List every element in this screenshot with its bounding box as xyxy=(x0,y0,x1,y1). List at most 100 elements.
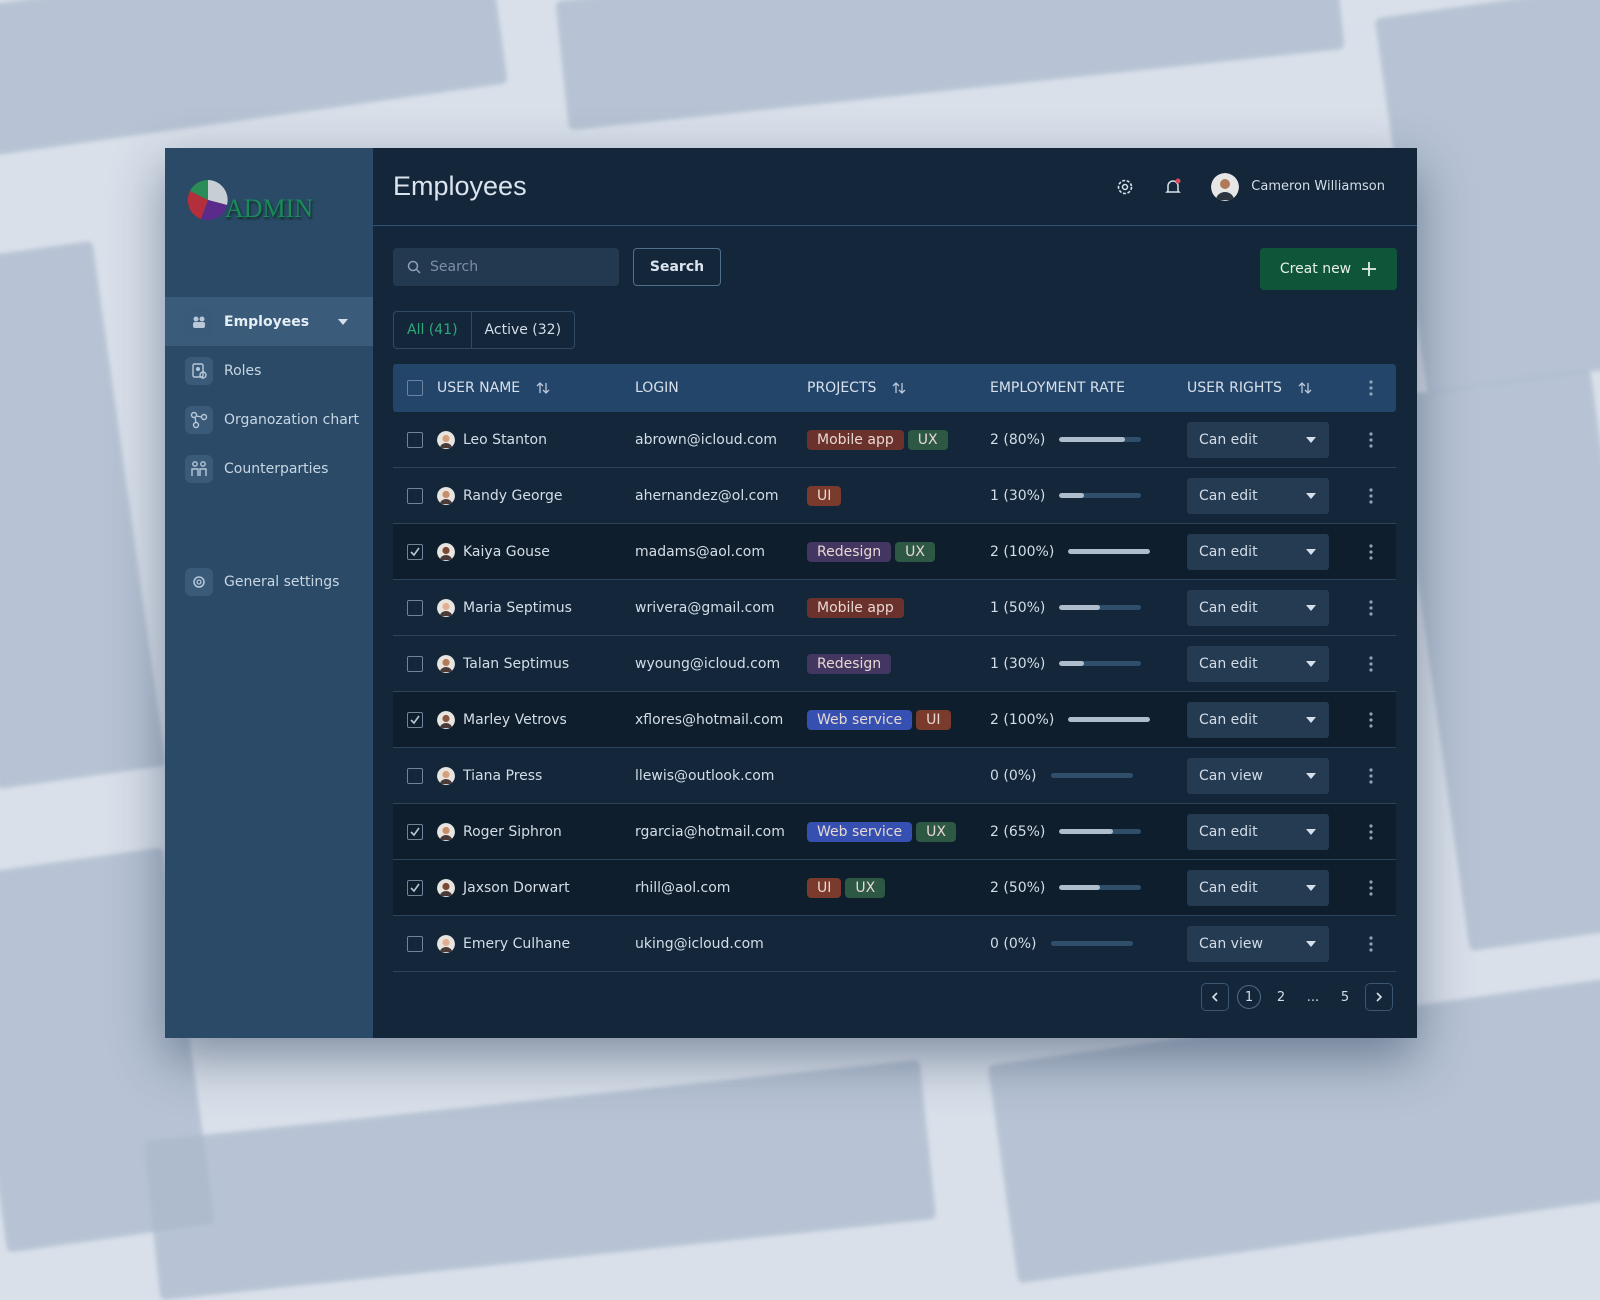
table-row: Maria Septimus wrivera@gmail.com Mobile ap… xyxy=(393,580,1396,636)
checkbox[interactable] xyxy=(407,487,423,504)
row-menu[interactable] xyxy=(1368,711,1374,729)
row-menu[interactable] xyxy=(1368,767,1374,785)
sort-icon[interactable] xyxy=(536,381,550,395)
row-menu[interactable] xyxy=(1368,379,1374,397)
sort-icon[interactable] xyxy=(892,381,906,395)
rights-select[interactable]: Can edit xyxy=(1187,701,1329,738)
cell: Can view xyxy=(1187,757,1352,794)
user-name[interactable]: Talan Septimus xyxy=(463,655,570,672)
user-name[interactable]: Tiana Press xyxy=(463,767,543,784)
backdrop xyxy=(0,0,508,156)
column-label: EMPLOYMENT RATE xyxy=(990,380,1125,396)
select-caret xyxy=(1306,828,1316,835)
checkbox[interactable] xyxy=(407,935,423,952)
rights-value: Can edit xyxy=(1199,543,1258,560)
page-number[interactable]: 5 xyxy=(1340,989,1350,1005)
nav-item[interactable]: General settings xyxy=(165,557,373,606)
nav-label: Organozation chart xyxy=(224,411,360,428)
row-menu[interactable] xyxy=(1368,487,1374,505)
project-tag: UX xyxy=(907,429,948,450)
user-name[interactable]: Kaiya Gouse xyxy=(463,543,550,560)
notifications-icon[interactable] xyxy=(1163,177,1183,197)
backdrop xyxy=(1392,368,1600,952)
cell: Redesign xyxy=(807,653,990,674)
login: ahernandez@ol.com xyxy=(635,487,779,504)
cell: 1 (30%) xyxy=(990,488,1187,504)
row-menu[interactable] xyxy=(1368,935,1374,953)
column-label: PROJECTS xyxy=(807,380,877,396)
rights-select[interactable]: Can edit xyxy=(1187,813,1329,850)
row-menu[interactable] xyxy=(1368,879,1374,897)
rights-select[interactable]: Can view xyxy=(1187,757,1329,794)
next-page[interactable] xyxy=(1365,983,1393,1011)
row-menu[interactable] xyxy=(1368,823,1374,841)
sort-icon[interactable] xyxy=(1298,381,1312,395)
user-name[interactable]: Randy George xyxy=(463,487,563,504)
checkbox[interactable] xyxy=(407,431,423,448)
row-menu[interactable] xyxy=(1368,431,1374,449)
search-input[interactable]: Search xyxy=(393,248,619,286)
cell xyxy=(393,543,437,560)
row-avatar xyxy=(437,766,455,785)
rate-label: 2 (65%) xyxy=(990,823,1046,840)
page-number[interactable]: 1 xyxy=(1237,985,1261,1009)
filter-tab[interactable]: All (41) xyxy=(407,322,458,338)
select-caret xyxy=(1306,716,1316,723)
nav-item[interactable]: Roles xyxy=(165,346,373,395)
page-title: Employees xyxy=(393,171,527,201)
user-name[interactable]: Leo Stanton xyxy=(463,431,547,448)
nav-item[interactable]: Counterparties xyxy=(165,444,373,493)
checkbox[interactable] xyxy=(407,543,423,560)
user-name[interactable]: Marley Vetrovs xyxy=(463,711,567,728)
login: wrivera@gmail.com xyxy=(635,599,775,616)
user-menu[interactable]: Cameron Williamson xyxy=(1211,172,1385,201)
rate-track xyxy=(1068,717,1151,722)
nav-item[interactable]: Organozation chart xyxy=(165,395,373,444)
rights-select[interactable]: Can edit xyxy=(1187,645,1329,682)
prev-page[interactable] xyxy=(1201,983,1229,1011)
rights-select[interactable]: Can edit xyxy=(1187,589,1329,626)
search-button[interactable]: Search xyxy=(633,248,721,286)
rate-bar xyxy=(1068,717,1151,722)
login: rgarcia@hotmail.com xyxy=(635,823,785,840)
cell: Kaiya Gouse xyxy=(437,542,635,561)
cell: Jaxson Dorwart xyxy=(437,878,635,897)
checkbox[interactable] xyxy=(407,655,423,672)
checkbox[interactable] xyxy=(407,711,423,728)
checkbox[interactable] xyxy=(407,879,423,896)
cell: Can edit xyxy=(1187,869,1352,906)
row-menu[interactable] xyxy=(1368,543,1374,561)
page-number[interactable]: 2 xyxy=(1276,989,1286,1005)
cell: 2 (100%) xyxy=(990,712,1187,728)
rate-track xyxy=(1059,885,1142,890)
filter-tab[interactable]: Active (32) xyxy=(470,312,575,348)
row-menu[interactable] xyxy=(1368,655,1374,673)
user-name[interactable]: Emery Culhane xyxy=(463,935,571,952)
row-avatar xyxy=(437,710,455,729)
rights-select[interactable]: Can edit xyxy=(1187,477,1329,514)
checkbox[interactable] xyxy=(407,767,423,784)
logo-icon xyxy=(187,179,228,221)
header: Employees Cameron Williamson xyxy=(373,148,1417,226)
user-name[interactable]: Maria Septimus xyxy=(463,599,572,616)
nav-item[interactable]: Employees xyxy=(165,297,373,346)
checkbox[interactable] xyxy=(407,823,423,840)
login: uking@icloud.com xyxy=(635,935,764,952)
create-button[interactable]: Creat new xyxy=(1260,248,1397,290)
rights-select[interactable]: Can edit xyxy=(1187,421,1329,458)
user-name[interactable]: Jaxson Dorwart xyxy=(463,879,570,896)
checkbox[interactable] xyxy=(407,599,423,616)
rights-select[interactable]: Can edit xyxy=(1187,533,1329,570)
user-name[interactable]: Roger Siphron xyxy=(463,823,562,840)
rights-select[interactable]: Can edit xyxy=(1187,869,1329,906)
rights-select[interactable]: Can view xyxy=(1187,925,1329,962)
checkbox[interactable] xyxy=(407,380,423,396)
table-row: Jaxson Dorwart rhill@aol.com UI UX 2 (50%) Ca… xyxy=(393,860,1396,916)
row-menu[interactable] xyxy=(1368,599,1374,617)
page-number[interactable]: ... xyxy=(1306,989,1320,1005)
rate-track xyxy=(1059,493,1142,498)
rate-label: 2 (100%) xyxy=(990,543,1055,560)
search-placeholder: Search xyxy=(430,259,479,275)
settings-icon[interactable] xyxy=(1115,177,1135,197)
